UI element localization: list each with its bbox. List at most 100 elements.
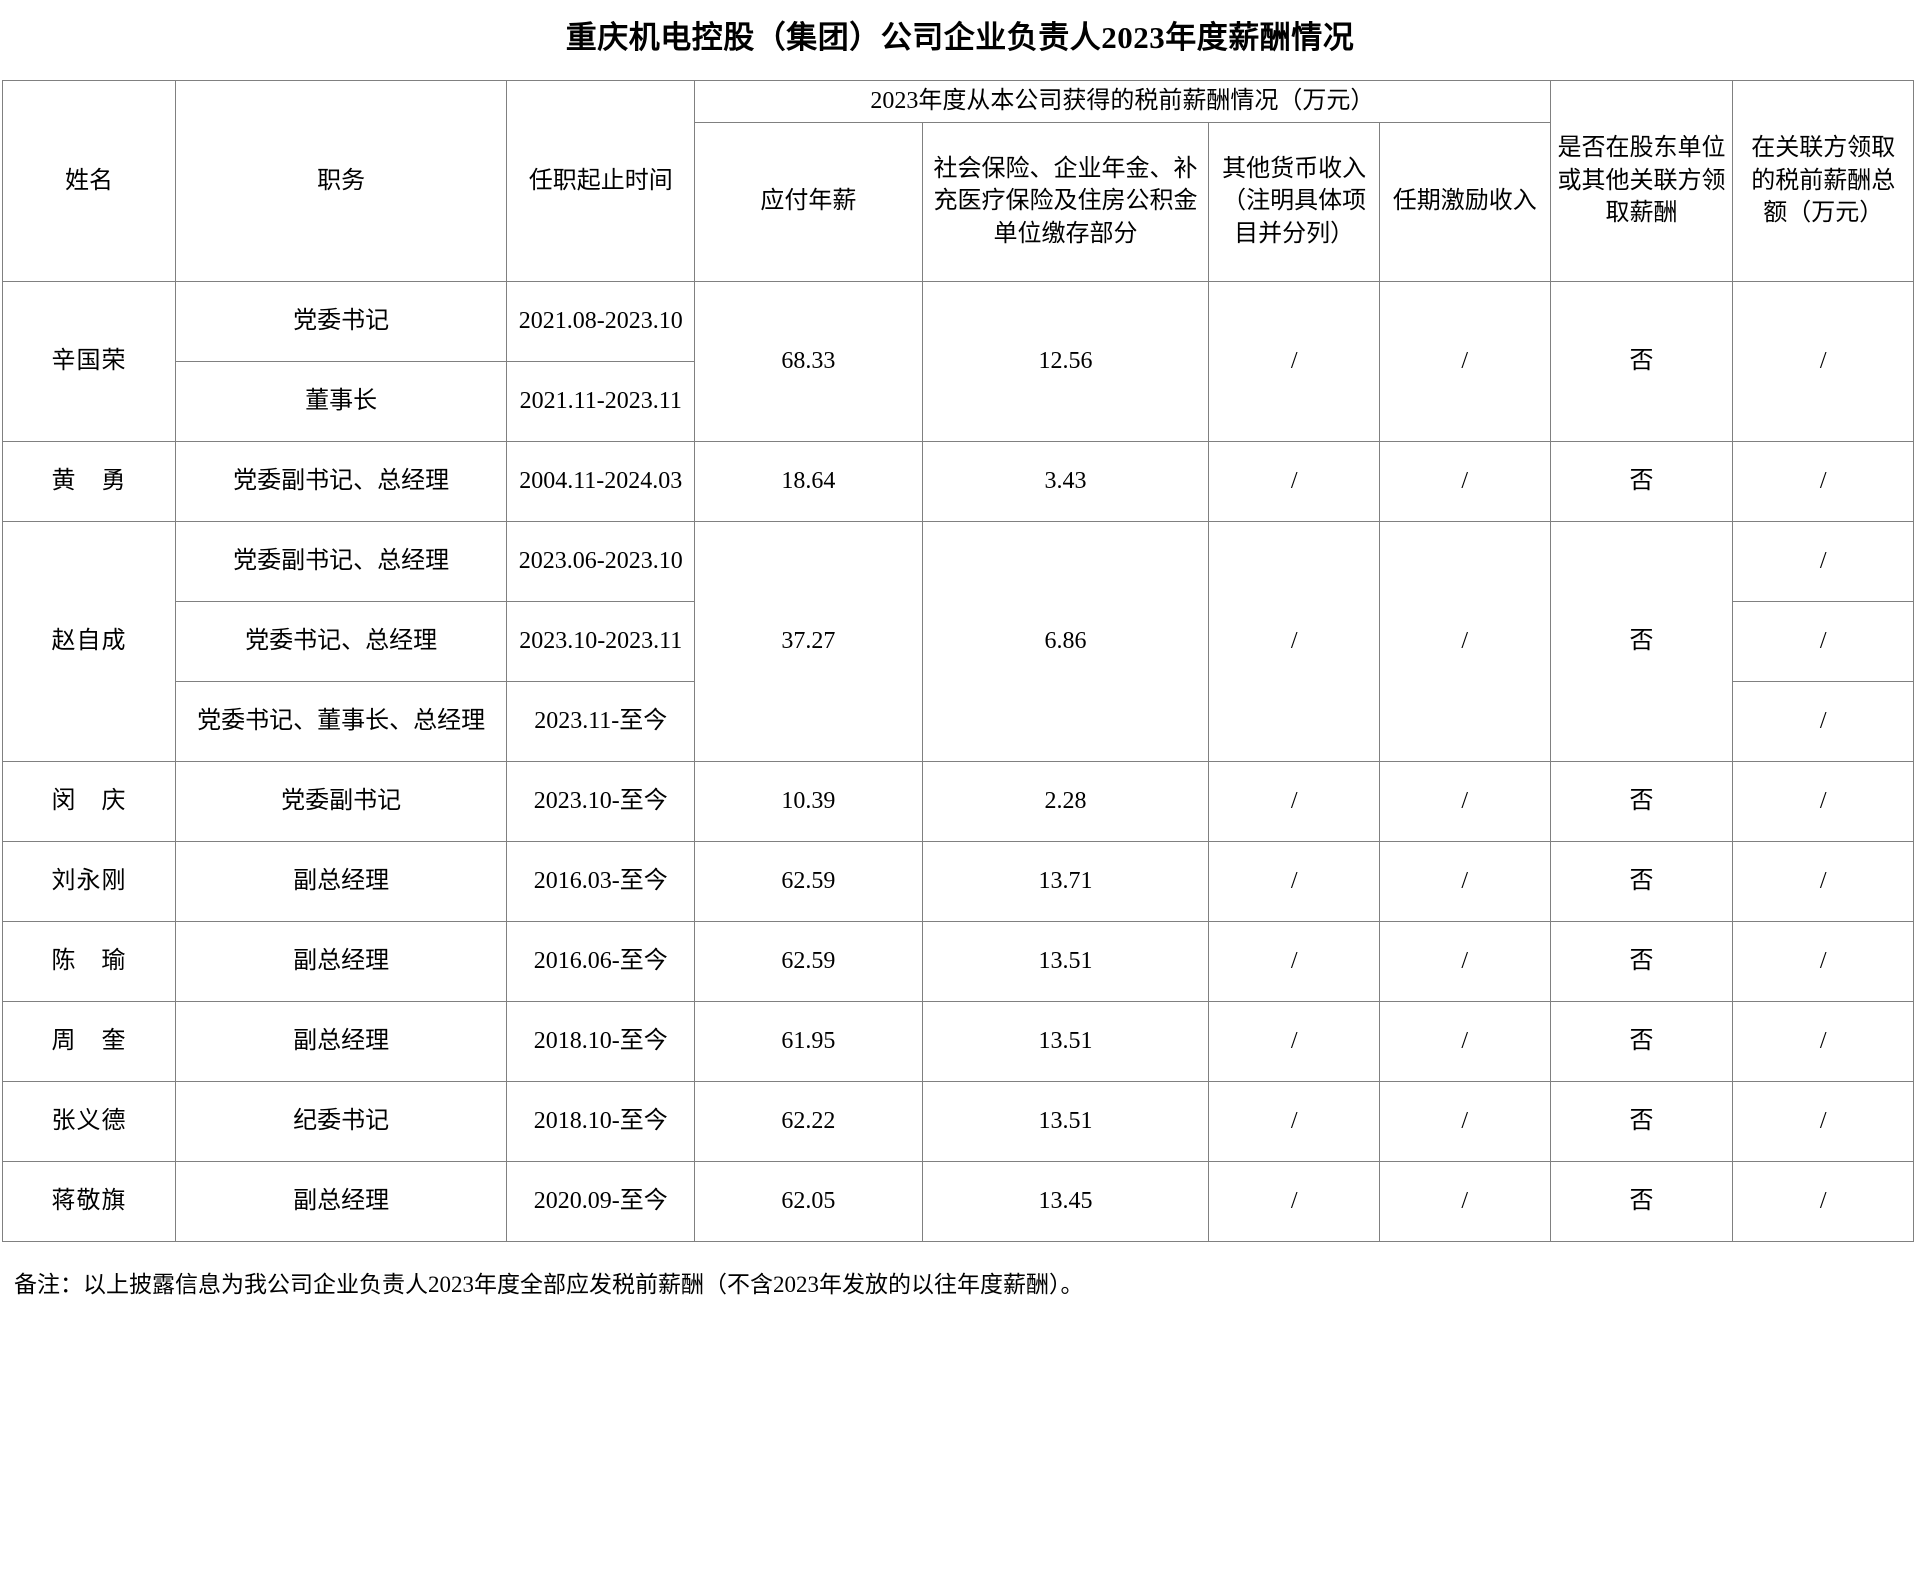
page-title: 重庆机电控股（集团）公司企业负责人2023年度薪酬情况 <box>565 20 1355 55</box>
cell-from-shareholder: 否 <box>1549 1080 1734 1162</box>
table-header: 姓名 职务 任职起止时间 2023年度从本公司获得的税前薪酬情况（万元） 是否在… <box>1 80 1914 282</box>
table-row: 党委书记、总经理 2023.10-2023.11 / <box>3 600 1914 682</box>
header-row-2: 应付年薪 社会保险、企业年金、补充医疗保险及住房公积金单位缴存部分 其他货币收入… <box>3 121 1914 282</box>
cell-insurance: 13.51 <box>921 920 1210 1002</box>
cell-from-shareholder: 否 <box>1549 760 1734 842</box>
cell-tenure-incentive: / <box>1378 440 1551 522</box>
cell-related-party-total: / <box>1732 1000 1914 1082</box>
cell-annual-pay: 62.59 <box>694 920 923 1002</box>
cell-name: 周 奎 <box>1 1000 177 1082</box>
cell-name: 闵 庆 <box>1 760 177 842</box>
cell-position: 党委副书记 <box>175 760 508 842</box>
col-header-position: 职务 <box>175 80 508 282</box>
cell-period: 2021.08-2023.10 <box>506 280 696 362</box>
cell-tenure-incentive: / <box>1378 1160 1551 1242</box>
table-row: 陈 瑜副总经理 2016.06-至今 62.59 13.51// 否 / <box>1 920 1914 1002</box>
cell-from-shareholder: 否 <box>1549 520 1734 762</box>
salary-table: 姓名 职务 任职起止时间 2023年度从本公司获得的税前薪酬情况（万元） 是否在… <box>1 80 1914 1242</box>
cell-name: 辛国荣 <box>1 280 177 442</box>
cell-position: 董事长 <box>175 360 508 442</box>
table-row: 蒋敬旗 副总经理 2020.09-至今 62.05 13.45// 否 / <box>1 1160 1914 1242</box>
table-row: 张义德 纪委书记 2018.10-至今 62.22 13.51// 否 / <box>1 1080 1914 1162</box>
cell-tenure-incentive: / <box>1378 280 1551 442</box>
col-header-other-cash: 其他货币收入（注明具体项目并分列） <box>1208 121 1380 282</box>
table-row: 刘永刚 副总经理 2016.03-至今 62.59 13.71// 否 / <box>1 840 1914 922</box>
cell-other-cash: / <box>1208 1000 1380 1082</box>
cell-annual-pay: 10.39 <box>694 760 923 842</box>
cell-tenure-incentive: / <box>1378 1080 1551 1162</box>
cell-insurance: 6.86 <box>921 520 1210 762</box>
cell-position: 纪委书记 <box>175 1080 508 1162</box>
table-row: 闵 庆党委副书记 2023.10-至今 10.39 2.28// 否 / <box>1 760 1914 842</box>
cell-related-party-total: / <box>1732 760 1914 842</box>
cell-other-cash: / <box>1208 760 1380 842</box>
cell-name: 陈 瑜 <box>1 920 177 1002</box>
cell-insurance: 2.28 <box>921 760 1210 842</box>
cell-related-party-total: / <box>1732 440 1914 522</box>
cell-position: 副总经理 <box>175 1000 508 1082</box>
cell-annual-pay: 62.05 <box>694 1160 923 1242</box>
cell-related-party-total: / <box>1732 280 1914 442</box>
cell-related-party-total: / <box>1732 680 1914 762</box>
cell-period: 2021.11-2023.11 <box>506 360 696 442</box>
cell-name: 黄 勇 <box>1 440 177 522</box>
cell-tenure-incentive: / <box>1378 920 1551 1002</box>
cell-insurance: 13.71 <box>921 840 1210 922</box>
cell-from-shareholder: 否 <box>1549 1000 1734 1082</box>
cell-period: 2018.10-至今 <box>506 1000 696 1082</box>
cell-insurance: 13.45 <box>921 1160 1210 1242</box>
cell-from-shareholder: 否 <box>1549 280 1734 442</box>
cell-insurance: 3.43 <box>921 440 1210 522</box>
col-header-insurance: 社会保险、企业年金、补充医疗保险及住房公积金单位缴存部分 <box>921 121 1210 282</box>
cell-period: 2023.06-2023.10 <box>506 520 696 602</box>
col-header-annual-pay: 应付年薪 <box>694 121 923 282</box>
cell-other-cash: / <box>1208 840 1380 922</box>
cell-from-shareholder: 否 <box>1549 440 1734 522</box>
cell-period: 2023.11-至今 <box>506 680 696 762</box>
cell-name: 刘永刚 <box>1 840 177 922</box>
cell-related-party-total: / <box>1732 1080 1914 1162</box>
cell-related-party-total: / <box>1732 520 1914 602</box>
cell-annual-pay: 62.22 <box>694 1080 923 1162</box>
cell-other-cash: / <box>1208 1160 1380 1242</box>
col-header-period: 任职起止时间 <box>506 80 696 282</box>
table-row: 周 奎副总经理 2018.10-至今 61.95 13.51// 否 / <box>1 1000 1914 1082</box>
cell-other-cash: / <box>1208 280 1380 442</box>
cell-tenure-incentive: / <box>1378 1000 1551 1082</box>
cell-other-cash: / <box>1208 440 1380 522</box>
cell-annual-pay: 62.59 <box>694 840 923 922</box>
cell-position: 副总经理 <box>175 840 508 922</box>
table-note: 备注：以上披露信息为我公司企业负责人2023年度全部应发税前薪酬（不含2023年… <box>14 1271 1084 1297</box>
cell-name: 张义德 <box>1 1080 177 1162</box>
header-row-1: 姓名 职务 任职起止时间 2023年度从本公司获得的税前薪酬情况（万元） 是否在… <box>1 80 1914 282</box>
cell-position: 党委书记、董事长、总经理 <box>175 680 508 762</box>
cell-related-party-total: / <box>1732 600 1914 682</box>
cell-from-shareholder: 否 <box>1549 1160 1734 1242</box>
cell-from-shareholder: 否 <box>1549 840 1734 922</box>
cell-position: 副总经理 <box>175 920 508 1002</box>
cell-tenure-incentive: / <box>1378 520 1551 762</box>
cell-annual-pay: 18.64 <box>694 440 923 522</box>
cell-position: 党委副书记、总经理 <box>175 520 508 602</box>
cell-related-party-total: / <box>1732 840 1914 922</box>
cell-annual-pay: 68.33 <box>694 280 923 442</box>
cell-insurance: 13.51 <box>921 1080 1210 1162</box>
col-header-name: 姓名 <box>1 80 177 282</box>
cell-period: 2020.09-至今 <box>506 1160 696 1242</box>
table-body: 辛国荣 党委书记 2021.08-2023.10 68.33 12.56// 否 / 董事长 2… <box>1 280 1914 1242</box>
cell-other-cash: / <box>1208 920 1380 1002</box>
cell-name: 蒋敬旗 <box>1 1160 177 1242</box>
table-row: 赵自成 党委副书记、总经理 2023.06-2023.10 37.27 6.86// 否 / <box>1 520 1914 762</box>
cell-from-shareholder: 否 <box>1549 920 1734 1002</box>
cell-tenure-incentive: / <box>1378 760 1551 842</box>
cell-period: 2023.10-至今 <box>506 760 696 842</box>
cell-position: 党委副书记、总经理 <box>175 440 508 522</box>
table-row: 辛国荣 党委书记 2021.08-2023.10 68.33 12.56// 否 / <box>1 280 1914 442</box>
cell-annual-pay: 37.27 <box>694 520 923 762</box>
cell-related-party-total: / <box>1732 1160 1914 1242</box>
col-header-pretax-group: 2023年度从本公司获得的税前薪酬情况（万元） <box>694 80 1551 123</box>
cell-period: 2016.06-至今 <box>506 920 696 1002</box>
cell-name: 赵自成 <box>1 520 177 762</box>
table-row: 董事长 2021.11-2023.11 <box>3 360 1914 442</box>
